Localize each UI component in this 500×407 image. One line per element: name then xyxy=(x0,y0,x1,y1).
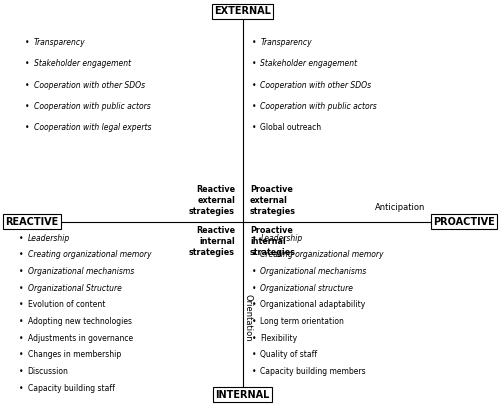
Text: Evolution of content: Evolution of content xyxy=(28,300,105,309)
Text: Cooperation with other SDOs: Cooperation with other SDOs xyxy=(34,81,145,90)
Text: •: • xyxy=(252,367,256,376)
Text: Quality of staff: Quality of staff xyxy=(260,350,318,359)
Text: Stakeholder engagement: Stakeholder engagement xyxy=(34,59,131,68)
Text: •: • xyxy=(252,102,256,111)
Text: Transparency: Transparency xyxy=(260,38,312,47)
Text: Organizational mechanisms: Organizational mechanisms xyxy=(28,267,134,276)
Text: Adopting new technologies: Adopting new technologies xyxy=(28,317,132,326)
Text: •: • xyxy=(19,300,23,309)
Text: Stakeholder engagement: Stakeholder engagement xyxy=(260,59,358,68)
Text: Cooperation with public actors: Cooperation with public actors xyxy=(260,102,378,111)
Text: Leadership: Leadership xyxy=(28,234,70,243)
Text: Cooperation with other SDOs: Cooperation with other SDOs xyxy=(260,81,372,90)
Text: Global outreach: Global outreach xyxy=(260,123,322,132)
Text: Creating organizational memory: Creating organizational memory xyxy=(28,250,151,259)
Text: •: • xyxy=(252,234,256,243)
Text: •: • xyxy=(19,367,23,376)
Text: •: • xyxy=(19,350,23,359)
Text: Proactive
internal
strategies: Proactive internal strategies xyxy=(250,226,296,257)
Text: Orientation: Orientation xyxy=(244,293,253,341)
Text: Reactive
external
strategies: Reactive external strategies xyxy=(189,184,235,216)
Text: •: • xyxy=(252,59,256,68)
Text: Organizational mechanisms: Organizational mechanisms xyxy=(260,267,367,276)
Text: •: • xyxy=(252,350,256,359)
Text: Creating organizational memory: Creating organizational memory xyxy=(260,250,384,259)
Text: •: • xyxy=(19,267,23,276)
Text: •: • xyxy=(252,284,256,293)
Text: EXTERNAL: EXTERNAL xyxy=(214,7,271,16)
Text: Organizational adaptability: Organizational adaptability xyxy=(260,300,366,309)
Text: REACTIVE: REACTIVE xyxy=(5,217,58,227)
Text: Flexibility: Flexibility xyxy=(260,334,298,343)
Text: •: • xyxy=(252,38,256,47)
Text: •: • xyxy=(25,123,30,132)
Text: Long term orientation: Long term orientation xyxy=(260,317,344,326)
Text: •: • xyxy=(19,234,23,243)
Text: Adjustments in governance: Adjustments in governance xyxy=(28,334,132,343)
Text: •: • xyxy=(19,317,23,326)
Text: •: • xyxy=(252,123,256,132)
Text: Organizational Structure: Organizational Structure xyxy=(28,284,122,293)
Text: Discussion: Discussion xyxy=(28,367,68,376)
Text: •: • xyxy=(25,102,30,111)
Text: Anticipation: Anticipation xyxy=(375,203,425,212)
Text: Cooperation with public actors: Cooperation with public actors xyxy=(34,102,151,111)
Text: •: • xyxy=(25,81,30,90)
Text: Capacity building members: Capacity building members xyxy=(260,367,366,376)
Text: •: • xyxy=(19,384,23,393)
Text: PROACTIVE: PROACTIVE xyxy=(433,217,495,227)
Text: •: • xyxy=(252,267,256,276)
Text: Reactive
internal
strategies: Reactive internal strategies xyxy=(189,226,235,257)
Text: •: • xyxy=(252,81,256,90)
Text: Cooperation with legal experts: Cooperation with legal experts xyxy=(34,123,152,132)
Text: •: • xyxy=(252,250,256,259)
Text: •: • xyxy=(19,250,23,259)
Text: Capacity building staff: Capacity building staff xyxy=(28,384,115,393)
Text: •: • xyxy=(252,317,256,326)
Text: Organizational structure: Organizational structure xyxy=(260,284,354,293)
Text: Transparency: Transparency xyxy=(34,38,86,47)
Text: Proactive
external
strategies: Proactive external strategies xyxy=(250,184,296,216)
Text: •: • xyxy=(19,334,23,343)
Text: •: • xyxy=(25,59,30,68)
Text: •: • xyxy=(252,300,256,309)
Text: •: • xyxy=(252,334,256,343)
Text: INTERNAL: INTERNAL xyxy=(216,390,270,400)
Text: •: • xyxy=(19,284,23,293)
Text: •: • xyxy=(25,38,30,47)
Text: Leadership: Leadership xyxy=(260,234,303,243)
Text: Changes in membership: Changes in membership xyxy=(28,350,121,359)
